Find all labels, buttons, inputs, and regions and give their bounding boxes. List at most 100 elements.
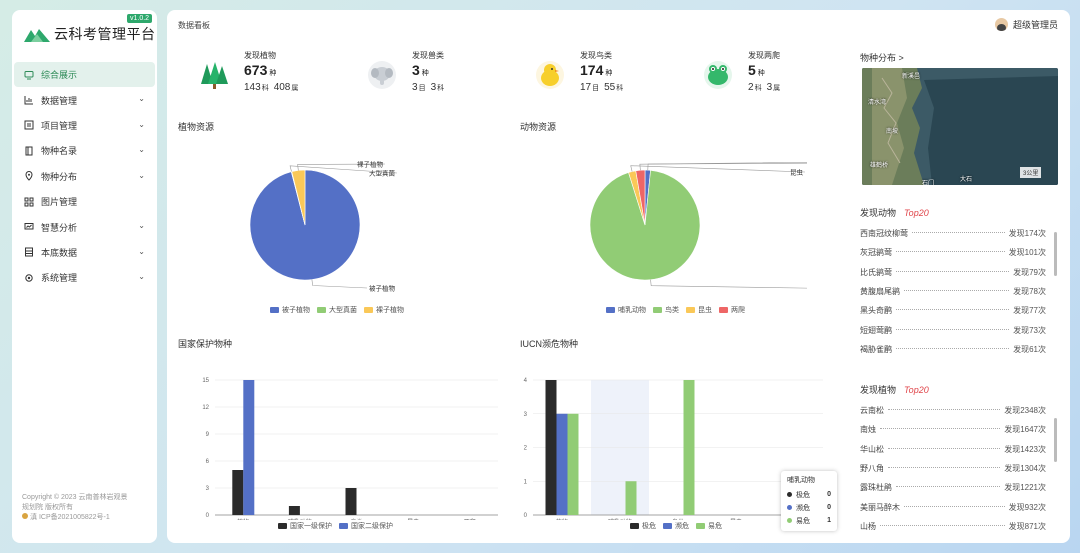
sidebar-item-3[interactable]: 物种名录 ⌄ bbox=[12, 138, 157, 163]
leader-dots bbox=[896, 328, 1010, 330]
user-menu[interactable]: 超级管理员 bbox=[994, 18, 1058, 31]
legend-label: 昆虫 bbox=[698, 307, 712, 314]
stat-sub: 17目 55科 bbox=[580, 82, 624, 93]
map-label: 石门 bbox=[922, 181, 935, 185]
rank-row[interactable]: 褐胁雀鹛 发现61次 bbox=[860, 340, 1046, 359]
bar[interactable] bbox=[345, 488, 357, 515]
bar[interactable] bbox=[567, 413, 579, 515]
bar[interactable] bbox=[288, 506, 300, 515]
rank-row[interactable]: 云南松 发现2348次 bbox=[860, 401, 1046, 420]
plants-scrollbar[interactable] bbox=[1054, 418, 1057, 462]
icp-text[interactable]: 滇 ICP备2021005822号-1 bbox=[22, 513, 150, 523]
user-name: 超级管理员 bbox=[1012, 20, 1058, 30]
legend-swatch bbox=[317, 307, 326, 313]
legend-swatch bbox=[630, 523, 639, 529]
y-tick-label: 4 bbox=[524, 378, 528, 384]
stat-label: 发现兽类 bbox=[412, 51, 444, 60]
sighting-count: 发现174次 bbox=[1008, 229, 1046, 239]
x-tick-label: 鸟类 bbox=[350, 518, 362, 520]
bar[interactable] bbox=[243, 380, 255, 515]
map-label: 清水湾 bbox=[868, 100, 887, 106]
legend-swatch bbox=[606, 307, 615, 313]
leader-dots bbox=[896, 347, 1010, 349]
chick-icon bbox=[536, 61, 564, 89]
legend-label: 两爬 bbox=[731, 307, 745, 314]
animal-pie-legend[interactable]: 哺乳动物 鸟类 昆虫 两爬 bbox=[599, 305, 745, 315]
bar[interactable] bbox=[545, 380, 557, 515]
sidebar-item-0[interactable]: 综合展示 bbox=[14, 62, 155, 88]
sidebar-item-6[interactable]: 智慧分析 ⌄ bbox=[12, 214, 157, 239]
pie-label-line bbox=[650, 279, 807, 289]
distribution-map[interactable]: 新溪邑 清水湾 南坡 雄鹤桥 石门 大石 3公里 bbox=[862, 68, 1058, 185]
bar[interactable] bbox=[683, 380, 695, 515]
animals-scrollbar[interactable] bbox=[1054, 232, 1057, 276]
leader-dots bbox=[888, 409, 1001, 411]
legend-swatch bbox=[686, 307, 695, 313]
copyright-text-2: 规划院 版权所有 bbox=[22, 504, 73, 511]
sidebar-item-8[interactable]: 系统管理 ⌄ bbox=[12, 265, 157, 290]
sidebar-item-label: 物种分布 bbox=[41, 171, 78, 182]
sighting-count: 发现1647次 bbox=[1004, 425, 1046, 435]
species-name: 西南冠纹柳莺 bbox=[860, 229, 908, 239]
leader-dots bbox=[904, 505, 1005, 507]
sidebar-item-label: 图片管理 bbox=[41, 197, 78, 208]
x-tick-label: 植物 bbox=[556, 518, 568, 520]
iucn-bar-chart[interactable]: 01234植物哺乳动物鸟类昆虫两爬 bbox=[509, 360, 839, 520]
rank-row[interactable]: 美丽马醉木 发现932次 bbox=[860, 497, 1046, 516]
stat-label: 发现两爬 bbox=[748, 51, 780, 60]
species-name: 黑头奇鹛 bbox=[860, 306, 892, 316]
species-name: 褐胁雀鹛 bbox=[860, 344, 892, 354]
national-protection-legend[interactable]: 国家一级保护 国家二级保护 bbox=[271, 521, 393, 531]
pie-slice[interactable] bbox=[635, 169, 646, 226]
x-tick-label: 昆虫 bbox=[407, 518, 419, 520]
book-icon bbox=[25, 146, 33, 156]
rank-row[interactable]: 黑头奇鹛 发现77次 bbox=[860, 301, 1046, 320]
footer: Copyright © 2023 云南普林岩观景 规划院 版权所有 滇 ICP备… bbox=[22, 493, 150, 523]
rank-row[interactable]: 华山松 发现1423次 bbox=[860, 440, 1046, 459]
sidebar-item-4[interactable]: 物种分布 ⌄ bbox=[12, 164, 157, 189]
bar[interactable] bbox=[556, 413, 568, 515]
sidebar-item-label: 数据管理 bbox=[41, 95, 78, 106]
plant-pie-legend[interactable]: 被子植物 大型真菌 裸子植物 bbox=[263, 305, 404, 315]
rank-row[interactable]: 露珠杜鹃 发现1221次 bbox=[860, 478, 1046, 497]
y-tick-label: 1 bbox=[524, 479, 528, 485]
iucn-legend[interactable]: 极危 濒危 易危 bbox=[623, 521, 722, 531]
x-tick-label: 两爬 bbox=[464, 518, 476, 520]
sidebar-item-1[interactable]: 数据管理 ⌄ bbox=[12, 87, 157, 112]
chart-icon bbox=[24, 96, 33, 105]
sidebar-item-5[interactable]: 图片管理 bbox=[12, 189, 157, 214]
stat-birds: 发现鸟类 174 种 17目 55科 bbox=[525, 48, 675, 106]
rank-row[interactable]: 野八角 发现1304次 bbox=[860, 459, 1046, 478]
species-distribution-link[interactable]: 物种分布 > bbox=[860, 53, 904, 63]
rank-row[interactable]: 短翅莺鹛 发现73次 bbox=[860, 320, 1046, 339]
leader-dots bbox=[896, 251, 1005, 253]
pie-slice[interactable] bbox=[589, 169, 701, 281]
stat-value: 673 种 bbox=[244, 62, 277, 78]
rank-row[interactable]: 西南冠纹柳莺 发现174次 bbox=[860, 224, 1046, 243]
rank-row[interactable]: 黄腹扇尾鹟 发现78次 bbox=[860, 282, 1046, 301]
stat-label: 发现植物 bbox=[244, 51, 276, 60]
species-name: 灰冠鹟莺 bbox=[860, 248, 892, 258]
pie-label: 大型真菌 bbox=[369, 169, 396, 178]
rank-row[interactable]: 比氏鹟莺 发现79次 bbox=[860, 263, 1046, 282]
legend-label: 易危 bbox=[708, 523, 722, 530]
rank-row[interactable]: 山杨 发现871次 bbox=[860, 517, 1046, 536]
rank-row[interactable]: 灰冠鹟莺 发现101次 bbox=[860, 243, 1046, 262]
bar[interactable] bbox=[625, 481, 637, 515]
sidebar-item-label: 系统管理 bbox=[41, 273, 78, 284]
tooltip-title: 哺乳动物 bbox=[787, 477, 815, 484]
bar[interactable] bbox=[232, 470, 244, 515]
species-name: 华山松 bbox=[860, 444, 884, 454]
sidebar: 云科考管理平台 v1.0.2 综合展示 数据管理 ⌄ 项目管理 ⌄ 物种名录 ⌄ 物种分布 ⌄ 图… bbox=[12, 10, 157, 543]
sidebar-item-7[interactable]: 本底数据 ⌄ bbox=[12, 240, 157, 265]
pie-label-line bbox=[639, 161, 807, 171]
pie-label: 裸子植物 bbox=[357, 160, 384, 169]
elephant-icon bbox=[368, 61, 396, 89]
leader-dots bbox=[880, 524, 1005, 526]
legend-label: 大型真菌 bbox=[329, 307, 357, 314]
rank-row[interactable]: 南烛 发现1647次 bbox=[860, 420, 1046, 439]
national-protection-bar-chart[interactable]: 0 3 6 9 12 15 植物 哺乳动物 鸟类 昆虫 两爬 bbox=[167, 360, 507, 520]
sidebar-item-2[interactable]: 项目管理 ⌄ bbox=[12, 113, 157, 138]
